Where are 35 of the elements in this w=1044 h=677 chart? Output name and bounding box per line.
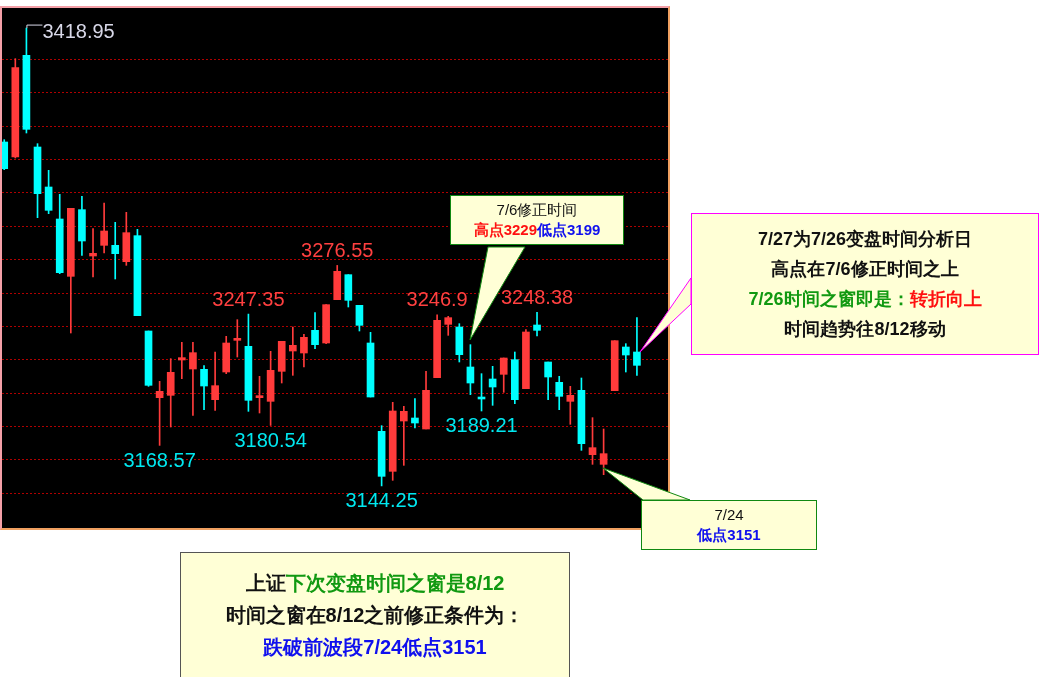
text: 时间之窗在8/12之前修正条件为： (225, 604, 525, 626)
text: 下次变盘时间之窗是8/12 (285, 572, 505, 594)
text: 跌破前波段7/24低点3151 (263, 636, 487, 658)
candlestick (233, 319, 242, 358)
text: 转折向上 (909, 289, 982, 309)
candlestick (633, 317, 641, 376)
candlestick (288, 326, 297, 376)
text: 时间趋势往8/12移动 (784, 319, 946, 339)
candlestick (89, 228, 97, 278)
annotation: 高点3229 (473, 221, 537, 238)
annotation: 3248.38 (500, 285, 574, 308)
candlestick (399, 406, 408, 466)
annotation: 3276.55 (301, 238, 374, 261)
annotation: 低点3199 (537, 221, 601, 238)
annotation: 3418.95 (42, 19, 115, 42)
annotation: 7/6修正时间 (496, 201, 578, 218)
annotation: 3180.54 (234, 428, 307, 451)
text: 高点在7/6修正时间之上 (771, 259, 959, 279)
candlestick (411, 398, 419, 429)
text: 7/27为7/26变盘时间分析日 (757, 229, 973, 249)
candlestick (111, 222, 120, 280)
candlestick (189, 342, 197, 416)
candlestick (177, 342, 186, 379)
annotation: 3144.25 (345, 489, 418, 512)
text: 低点3151 (697, 526, 761, 543)
annotation: 3246.9 (406, 288, 468, 311)
candlestick (533, 312, 541, 337)
annotation: 3168.57 (123, 448, 196, 471)
candlestick (211, 351, 219, 411)
annotation: 3189.21 (445, 414, 518, 437)
candlestick (566, 386, 575, 425)
text: 7/24 (714, 506, 744, 523)
annotation: 3247.35 (212, 287, 285, 310)
text: 上证 (245, 572, 286, 594)
text: 7/26时间之窗即是： (748, 289, 910, 309)
